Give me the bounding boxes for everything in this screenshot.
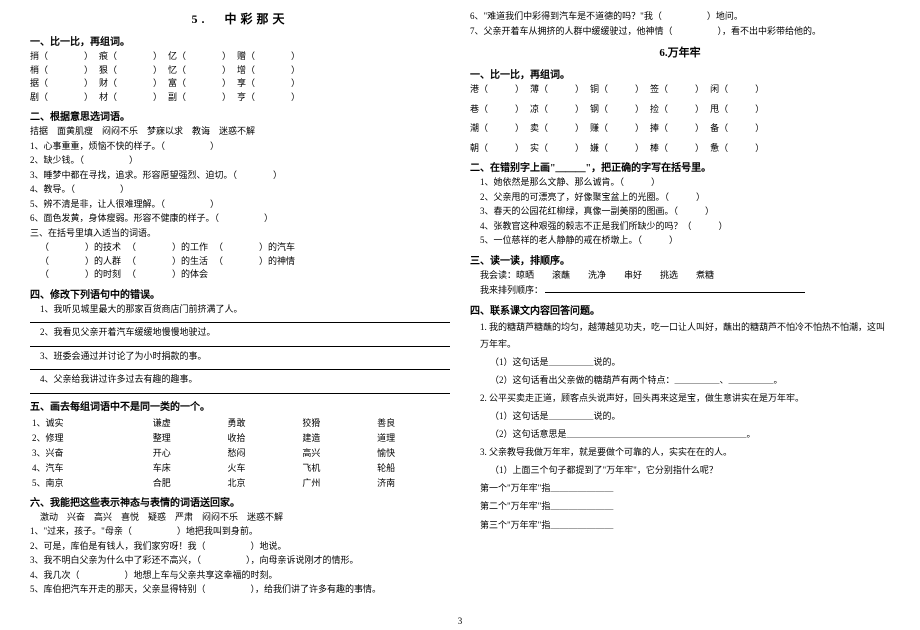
correct-item: 2、我看见父亲开着汽车缓缓地慢慢地驶过。: [30, 326, 450, 340]
sec4-items: 1、我听见城里最大的那家百货商店门前挤满了人。 2、我看见父亲开着汽车缓缓地慢慢地…: [30, 303, 450, 394]
sec4-header: 四、修改下列语句中的错误。: [30, 286, 450, 301]
q2b: （2）这句话意思是＿＿＿＿＿＿＿＿＿＿＿＿＿＿＿＿＿＿＿＿。: [470, 426, 890, 443]
expression-item: 3、我不明白父亲为什么中了彩还不高兴，（ ），向母亲诉说刚才的情形。: [30, 554, 450, 568]
q3b: 第二个"万年牢"指＿＿＿＿＿＿＿: [470, 498, 890, 515]
r-sec3-label: 我来排列顺序：: [480, 285, 543, 295]
wrong-char-item: 3、春天的公园花红柳绿，真像一副美丽的图画。（ ）: [470, 205, 890, 219]
sec2-words: 拮据 面黄肌瘦 闷闷不乐 梦寐以求 教诲 迷惑不解: [30, 125, 450, 139]
fill-row: （ ）的技术（ ）的工作（ ）的汽车: [30, 241, 450, 255]
meaning-item: 4、教导。（ ）: [30, 183, 450, 197]
word-pair-row: 巷（ ）凉（ ）钢（ ）捡（ ）甩（ ）: [470, 103, 890, 117]
meaning-item: 5、辨不清是非，让人很难理解。（ ）: [30, 198, 450, 212]
word-pair-row: 剧（ ）材（ ）副（ ）亨（ ）: [30, 91, 450, 105]
word-class-row: 2、修理整理收拾建造道理: [30, 430, 450, 445]
sec5-table: 1、诚实谦虚勇敢狡猾善良2、修理整理收拾建造道理3、兴奋开心愁闷高兴愉快4、汽车…: [30, 415, 450, 490]
q3c: 第三个"万年牢"指＿＿＿＿＿＿＿: [470, 517, 890, 534]
word-pair-row: 朝（ ）实（ ）嫌（ ）棒（ ）惫（ ）: [470, 142, 890, 156]
word-pair-row: 梢（ ）狠（ ）忆（ ）增（ ）: [30, 64, 450, 78]
wrong-char-item: 4、张教官这种艰强的毅志不正是我们所缺少的吗？（ ）: [470, 220, 890, 234]
correct-item: 3、班委会通过并讨论了为小时捐款的事。: [30, 350, 450, 364]
word-pair-row: 捎（ ）痕（ ）亿（ ）赠（ ）: [30, 50, 450, 64]
sec6-items: 1、"过来，孩子。"母亲（ ）地把我叫到身前。2、可是，库伯是有钱人，我们家穷呀…: [30, 525, 450, 597]
r-sec1-table: 港（ ）薄（ ）铜（ ）签（ ）闲（ ） 巷（ ）凉（ ）钢（ ）捡（ ）甩（ ）…: [470, 83, 890, 155]
cont-item: 7、父亲开着车从拥挤的人群中缓缓驶过，他神情（ ），看不出中彩带给他的。: [470, 25, 890, 39]
expression-item: 4、我几次（ ）地想上车与父亲共享这幸福的时刻。: [30, 569, 450, 583]
answer-line: [30, 322, 450, 323]
answer-line: [30, 393, 450, 394]
r-sec3-order: 我来排列顺序：: [470, 283, 890, 298]
meaning-item: 1、心事重重，烦恼不快的样子。（ ）: [30, 140, 450, 154]
correct-item: 4、父亲给我讲过许多过去有趣的趣事。: [30, 373, 450, 387]
sec6-words: 激动 兴奋 高兴 喜悦 疑惑 严肃 闷闷不乐 迷惑不解: [30, 511, 450, 525]
page-number: 3: [458, 616, 463, 626]
r-sec4-header: 四、联系课文内容回答问题。: [470, 302, 890, 317]
r-sec1-header: 一、比一比，再组词。: [470, 66, 890, 81]
q3a: 第一个"万年牢"指＿＿＿＿＿＿＿: [470, 480, 890, 497]
answer-line: [30, 346, 450, 347]
r-sec3-words: 我会读：晾晒 滚蘸 洗净 串好 挑选 煮糖: [470, 269, 890, 283]
expression-item: 1、"过来，孩子。"母亲（ ）地把我叫到身前。: [30, 525, 450, 539]
q1-text: 1. 我的糖葫芦糖蘸的均匀，越薄越见功夫，吃一口让人叫好，蘸出的糖葫芦不怕冷不怕…: [470, 319, 890, 353]
sec5-header: 五、画去每组词语中不是同一类的一个。: [30, 398, 450, 413]
fill-row: （ ）的时刻（ ）的体会: [30, 268, 450, 282]
cont-item: 6、"难道我们中彩得到汽车是不道德的吗？"我（ ）地问。: [470, 10, 890, 24]
meaning-item: 3、睡梦中都在寻找，追求。形容愿望强烈、迫切。（ ）: [30, 169, 450, 183]
sec6-header: 六、我能把这些表示神态与表情的词语送回家。: [30, 494, 450, 509]
correct-item: 1、我听见城里最大的那家百货商店门前挤满了人。: [30, 303, 450, 317]
sec3-header: 三、在括号里填入适当的词语。: [30, 227, 450, 241]
blank-order: [545, 283, 805, 293]
meaning-item: 6、面色发黄，身体瘦弱。形容不健康的样子。（ ）: [30, 212, 450, 226]
r-sec3-header: 三、读一读，排顺序。: [470, 252, 890, 267]
word-class-row: 5、南京合肥北京广州济南: [30, 475, 450, 490]
sec2-items: 1、心事重重，烦恼不快的样子。（ ）2、缺少钱。（ ）3、睡梦中都在寻找，追求。…: [30, 140, 450, 226]
expression-item: 5、库伯把汽车开走的那天，父亲显得特别（ ），给我们讲了许多有趣的事情。: [30, 583, 450, 597]
word-pair-row: 据（ ）财（ ）富（ ）享（ ）: [30, 77, 450, 91]
word-class-row: 3、兴奋开心愁闷高兴愉快: [30, 445, 450, 460]
q1b: （2）这句话看出父亲做的糖葫芦有两个特点：＿＿＿＿＿、＿＿＿＿＿。: [470, 372, 890, 389]
r-sec2-header: 二、在错别字上画"＿＿＿"，把正确的字写在括号里。: [470, 159, 890, 174]
answer-line: [30, 369, 450, 370]
right-top-items: 6、"难道我们中彩得到汽车是不道德的吗？"我（ ）地问。7、父亲开着车从拥挤的人…: [470, 10, 890, 38]
q2-text: 2. 公平买卖走正道，顾客点头说声好，回头再来这是宝，做生意讲实在是万年牢。: [470, 390, 890, 407]
word-class-row: 4、汽车车床火车飞机轮船: [30, 460, 450, 475]
wrong-char-item: 1、她依然是那么文静、那么诚肯。（ ）: [470, 176, 890, 190]
q1a: （1）这句话是＿＿＿＿＿说的。: [470, 354, 890, 371]
q3q: （1）上面三个句子都提到了"万年牢"，它分别指什么呢？: [470, 462, 890, 479]
q2a: （1）这句话是＿＿＿＿＿说的。: [470, 408, 890, 425]
expression-item: 2、可是，库伯是有钱人，我们家穷呀！我（ ）地说。: [30, 540, 450, 554]
word-class-row: 1、诚实谦虚勇敢狡猾善良: [30, 415, 450, 430]
word-pair-row: 港（ ）薄（ ）铜（ ）签（ ）闲（ ）: [470, 83, 890, 97]
sec1-table: 捎（ ）痕（ ）亿（ ）赠（ ）梢（ ）狠（ ）忆（ ）增（ ）据（ ）财（ ）…: [30, 50, 450, 104]
sec3-rows: （ ）的技术（ ）的工作（ ）的汽车（ ）的人群（ ）的生活（ ）的神情（ ）的…: [30, 241, 450, 282]
fill-row: （ ）的人群（ ）的生活（ ）的神情: [30, 255, 450, 269]
meaning-item: 2、缺少钱。（ ）: [30, 154, 450, 168]
wrong-char-item: 2、父亲甩的可漂亮了，好像聚宝盆上的光圈。（ ）: [470, 191, 890, 205]
left-column: 5. 中彩那天 一、比一比，再组词。 捎（ ）痕（ ）亿（ ）赠（ ）梢（ ）狠…: [20, 10, 460, 620]
word-pair-row: 潮（ ）卖（ ）赚（ ）捧（ ）备（ ）: [470, 122, 890, 136]
right-column: 6、"难道我们中彩得到汽车是不道德的吗？"我（ ）地问。7、父亲开着车从拥挤的人…: [460, 10, 900, 620]
lesson-title-6: 6.万年牢: [470, 44, 890, 60]
lesson-title-5: 5. 中彩那天: [30, 10, 450, 27]
sec2-header: 二、根据意思选词语。: [30, 108, 450, 123]
sec1-header: 一、比一比，再组词。: [30, 33, 450, 48]
q3-text: 3. 父亲教导我做万年牢，就是要做个可靠的人，实实在在的人。: [470, 444, 890, 461]
r-sec2-items: 1、她依然是那么文静、那么诚肯。（ ）2、父亲甩的可漂亮了，好像聚宝盆上的光圈。…: [470, 176, 890, 248]
wrong-char-item: 5、一位慈祥的老人静静的戒在桥墩上。（ ）: [470, 234, 890, 248]
